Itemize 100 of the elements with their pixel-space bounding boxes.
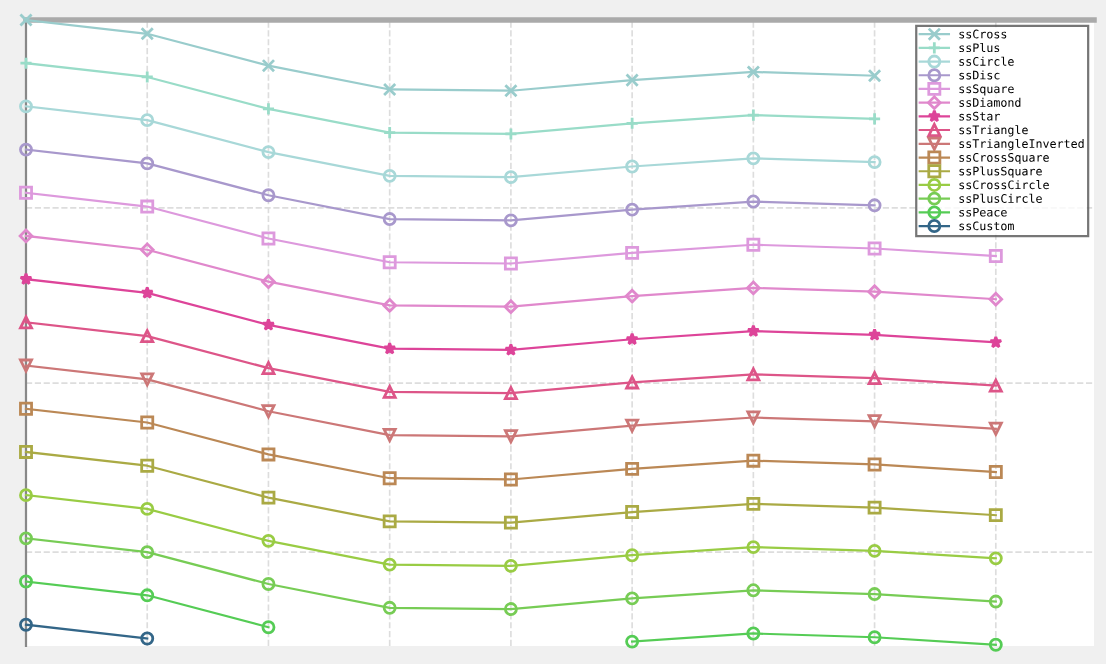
point: [139, 242, 155, 258]
point: [19, 99, 33, 114]
point: [382, 384, 397, 399]
point: [261, 490, 276, 505]
point: [867, 68, 882, 83]
point: [19, 358, 33, 373]
point: [988, 421, 1003, 436]
point: [140, 588, 155, 603]
point: [140, 458, 155, 473]
point: [261, 58, 276, 73]
point: [382, 125, 397, 140]
point: [624, 288, 640, 304]
point: [625, 418, 640, 433]
point: [503, 213, 518, 228]
point: [382, 298, 397, 313]
point: [19, 444, 33, 459]
point: [19, 142, 33, 157]
point: [261, 274, 276, 289]
point: [625, 332, 639, 346]
point: [140, 545, 155, 560]
point: [140, 113, 155, 128]
point: [140, 70, 155, 84]
point: [18, 228, 34, 244]
point: [382, 428, 397, 442]
point: [988, 249, 1003, 263]
point: [867, 587, 882, 601]
point: [261, 404, 276, 419]
point: [746, 410, 761, 425]
point: [625, 73, 640, 88]
point: [382, 600, 397, 615]
point: [382, 168, 397, 183]
point: [140, 501, 155, 516]
point: [504, 342, 518, 356]
point: [140, 631, 155, 646]
point: [867, 241, 882, 256]
point: [867, 371, 882, 386]
point: [140, 329, 155, 344]
point: [746, 237, 761, 252]
point: [746, 151, 761, 166]
point: [625, 159, 640, 174]
point: [382, 212, 397, 227]
point: [988, 637, 1003, 652]
point: [140, 415, 155, 430]
point: [503, 558, 518, 573]
point: [746, 540, 761, 555]
point: [746, 108, 761, 123]
point: [261, 101, 276, 116]
point: [383, 341, 397, 355]
point: [503, 83, 518, 98]
point: [867, 457, 882, 472]
point: [988, 551, 1003, 566]
point: [867, 414, 882, 429]
point: [19, 401, 33, 416]
point: [503, 256, 518, 271]
point: [261, 447, 276, 462]
point: [867, 155, 882, 170]
point: [746, 583, 761, 598]
point: [746, 626, 761, 641]
point: [382, 514, 397, 529]
point: [19, 531, 33, 546]
point: [867, 500, 882, 515]
point: [261, 620, 276, 635]
point: [19, 488, 33, 503]
point: [988, 291, 1004, 307]
point: [140, 156, 155, 171]
point: [140, 199, 155, 214]
point: [140, 372, 155, 387]
point: [382, 255, 397, 270]
point: [19, 574, 33, 589]
point: [382, 557, 397, 572]
point: [140, 26, 155, 41]
point: [988, 378, 1003, 393]
point: [988, 465, 1003, 479]
point: [503, 472, 518, 487]
point: [625, 461, 640, 476]
point: [19, 617, 33, 632]
point: [503, 602, 518, 617]
point: [867, 543, 882, 558]
point: [503, 429, 518, 444]
point: [261, 317, 276, 331]
point: [625, 245, 640, 260]
point: [746, 194, 761, 209]
point: [988, 594, 1003, 609]
point: [746, 280, 761, 296]
point: [503, 386, 518, 401]
point: [503, 126, 518, 141]
point: [503, 515, 518, 530]
point: [140, 285, 154, 299]
point: [503, 299, 519, 314]
point: [746, 367, 761, 382]
point: [867, 284, 882, 299]
point: [746, 324, 761, 338]
point: [19, 185, 33, 200]
point: [382, 471, 397, 486]
point: [989, 335, 1003, 349]
point: [625, 634, 640, 649]
point: [261, 145, 276, 160]
point: [746, 453, 761, 468]
point: [867, 630, 882, 645]
point: [988, 508, 1003, 523]
